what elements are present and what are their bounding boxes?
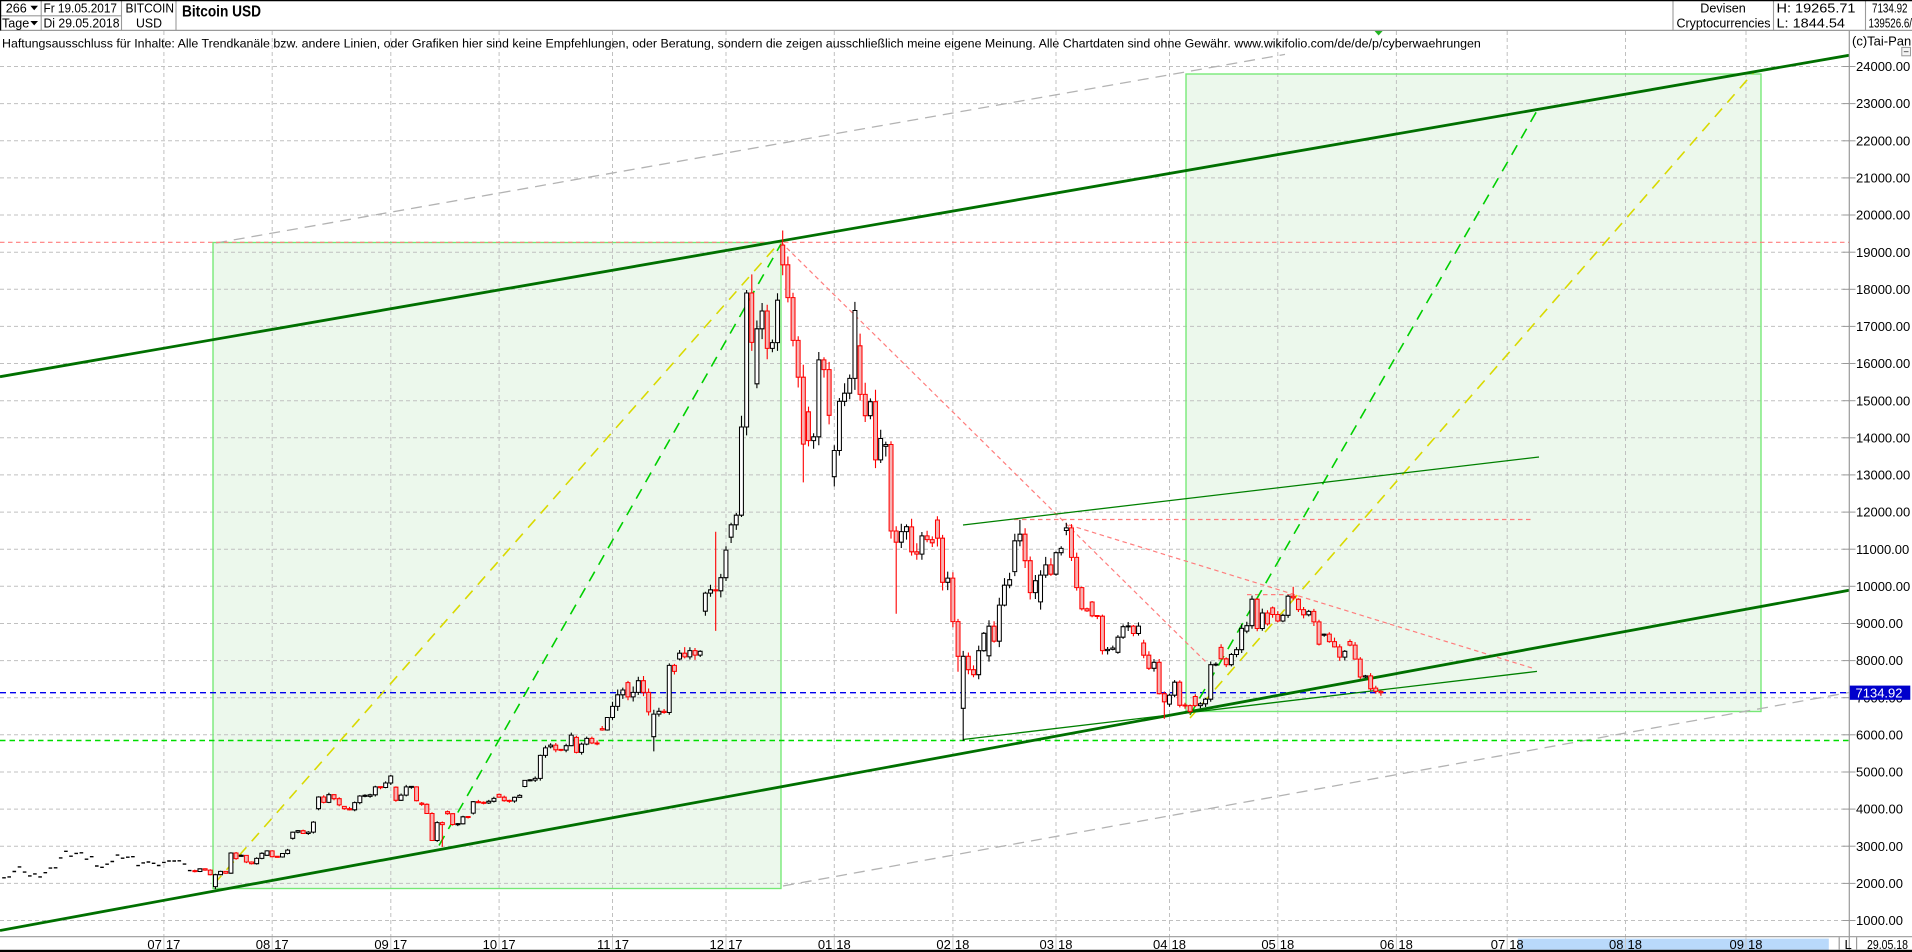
svg-text:Cryptocurrencies: Cryptocurrencies <box>1677 17 1771 31</box>
svg-text:Devisen: Devisen <box>1700 1 1746 15</box>
svg-text:12: 12 <box>710 937 724 952</box>
svg-text:17: 17 <box>393 937 407 952</box>
svg-text:08: 08 <box>1609 937 1623 952</box>
svg-text:18: 18 <box>836 937 850 952</box>
svg-text:10: 10 <box>483 937 497 952</box>
svg-text:18: 18 <box>1748 937 1762 952</box>
svg-text:15000.00: 15000.00 <box>1856 393 1910 408</box>
svg-text:02: 02 <box>936 937 950 952</box>
svg-text:7134.92: 7134.92 <box>1872 1 1908 15</box>
svg-text:17000.00: 17000.00 <box>1856 319 1910 334</box>
svg-text:11: 11 <box>597 937 611 952</box>
svg-text:Fr 19.05.2017: Fr 19.05.2017 <box>44 1 118 15</box>
svg-text:18: 18 <box>1628 937 1642 952</box>
svg-text:14000.00: 14000.00 <box>1856 430 1910 445</box>
svg-text:08: 08 <box>256 937 270 952</box>
svg-text:Di 29.05.2018: Di 29.05.2018 <box>44 17 120 31</box>
svg-text:H: 19265.71: H: 19265.71 <box>1777 1 1856 15</box>
svg-text:10000.00: 10000.00 <box>1856 579 1910 594</box>
svg-text:13000.00: 13000.00 <box>1856 468 1910 483</box>
svg-text:1000.00: 1000.00 <box>1856 913 1903 928</box>
svg-text:139526.6/: 139526.6/ <box>1869 17 1912 31</box>
svg-text:23000.00: 23000.00 <box>1856 96 1910 111</box>
svg-text:9000.00: 9000.00 <box>1856 616 1903 631</box>
svg-text:21000.00: 21000.00 <box>1856 171 1910 186</box>
svg-text:L: 1844.54: L: 1844.54 <box>1777 17 1846 31</box>
svg-text:18: 18 <box>1172 937 1186 952</box>
svg-text:07: 07 <box>147 937 161 952</box>
svg-text:09: 09 <box>1730 937 1744 952</box>
svg-text:12000.00: 12000.00 <box>1856 505 1910 520</box>
svg-text:11000.00: 11000.00 <box>1856 542 1909 557</box>
svg-text:18: 18 <box>1398 937 1412 952</box>
svg-text:18: 18 <box>1509 937 1523 952</box>
svg-text:7134.92: 7134.92 <box>1856 685 1903 700</box>
svg-text:07: 07 <box>1491 937 1505 952</box>
svg-text:17: 17 <box>274 937 288 952</box>
svg-text:USD: USD <box>136 17 162 31</box>
svg-text:04: 04 <box>1153 937 1167 952</box>
svg-text:22000.00: 22000.00 <box>1856 133 1910 148</box>
svg-text:17: 17 <box>501 937 515 952</box>
svg-text:19000.00: 19000.00 <box>1856 245 1910 260</box>
svg-text:18000.00: 18000.00 <box>1856 282 1910 297</box>
svg-text:05: 05 <box>1261 937 1275 952</box>
svg-text:Tage: Tage <box>2 17 29 31</box>
svg-text:24000.00: 24000.00 <box>1856 59 1910 74</box>
svg-text:BITCOIN: BITCOIN <box>126 1 175 15</box>
svg-text:(c)Tai-Pan: (c)Tai-Pan <box>1852 34 1911 49</box>
svg-text:18: 18 <box>955 937 969 952</box>
svg-text:3000.00: 3000.00 <box>1856 839 1903 854</box>
svg-text:17: 17 <box>166 937 180 952</box>
svg-text:16000.00: 16000.00 <box>1856 356 1910 371</box>
svg-text:6000.00: 6000.00 <box>1856 727 1903 742</box>
svg-text:29.05.18: 29.05.18 <box>1867 937 1908 952</box>
svg-text:06: 06 <box>1380 937 1394 952</box>
svg-text:03: 03 <box>1040 937 1054 952</box>
svg-text:20000.00: 20000.00 <box>1856 208 1910 223</box>
svg-text:17: 17 <box>728 937 742 952</box>
svg-text:Bitcoin USD: Bitcoin USD <box>182 4 261 21</box>
svg-text:Haftungsausschluss für Inhalte: Haftungsausschluss für Inhalte: Alle Tre… <box>2 37 1481 51</box>
svg-text:18: 18 <box>1058 937 1072 952</box>
svg-text:09: 09 <box>374 937 388 952</box>
svg-text:8000.00: 8000.00 <box>1856 653 1903 668</box>
svg-text:266: 266 <box>6 1 27 15</box>
svg-text:L: L <box>1845 937 1852 952</box>
svg-text:18: 18 <box>1280 937 1294 952</box>
svg-text:17: 17 <box>615 937 629 952</box>
svg-text:01: 01 <box>818 937 832 952</box>
svg-text:4000.00: 4000.00 <box>1856 802 1903 817</box>
svg-text:5000.00: 5000.00 <box>1856 765 1903 780</box>
svg-text:2000.00: 2000.00 <box>1856 876 1903 891</box>
